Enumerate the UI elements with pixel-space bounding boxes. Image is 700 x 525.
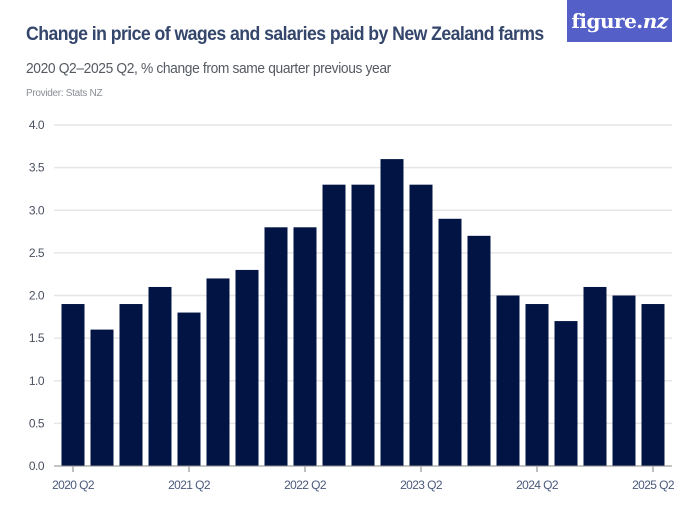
bar-2021-q2[interactable]: 2021 Q2: 1.8	[177, 312, 201, 466]
bar-2023-q3[interactable]: 2023 Q3: 2.9	[438, 218, 462, 466]
bar-2023-q2[interactable]: 2023 Q2: 3.3	[409, 184, 433, 467]
bar-2021-q3[interactable]: 2021 Q3: 2.2	[206, 278, 230, 466]
bar-2025-q2[interactable]: 2025 Q2: 1.9	[641, 304, 665, 466]
bar-2021-q1[interactable]: 2021 Q1: 2.1	[148, 286, 172, 466]
y-tick-label: 1.0	[29, 374, 45, 388]
y-tick-label: 0.5	[29, 416, 45, 430]
y-tick-label: 1.5	[29, 331, 45, 345]
logo-text: figure.	[571, 9, 643, 33]
bar-2023-q1[interactable]: 2023 Q1: 3.6	[380, 159, 404, 466]
bar-2024-q4[interactable]: 2024 Q4: 2.1	[583, 286, 607, 466]
x-tick-label: 2020 Q2	[52, 478, 95, 492]
bar-2023-q4[interactable]: 2023 Q4: 2.7	[467, 235, 491, 466]
bar-2024-q1[interactable]: 2024 Q1: 2	[496, 295, 520, 467]
bar-2022-q1[interactable]: 2022 Q1: 2.8	[264, 227, 288, 466]
y-axis-ticks: 0.0 0.5 1.0 1.5 2.0 2.5 3.0 3.5 4.0	[29, 118, 46, 473]
x-tick-label: 2023 Q2	[400, 478, 443, 492]
bars: 2020 Q2: 1.92020 Q3: 1.62020 Q4: 1.92021…	[61, 159, 665, 467]
y-tick-label: 0.0	[29, 459, 45, 473]
bar-2021-q4[interactable]: 2021 Q4: 2.3	[235, 269, 259, 466]
y-tick-label: 2.5	[29, 246, 45, 260]
bar-2022-q3[interactable]: 2022 Q3: 3.3	[322, 184, 346, 467]
data-provider: Provider: Stats NZ	[26, 88, 103, 99]
chart-subtitle: 2020 Q2–2025 Q2, % change from same quar…	[26, 60, 391, 77]
bar-2020-q3[interactable]: 2020 Q3: 1.6	[90, 329, 114, 466]
bar-2024-q3[interactable]: 2024 Q3: 1.7	[554, 321, 578, 466]
x-tick-label: 2021 Q2	[168, 478, 211, 492]
x-tick-label: 2025 Q2	[632, 478, 675, 492]
bar-2022-q4[interactable]: 2022 Q4: 3.3	[351, 184, 375, 467]
y-tick-label: 3.5	[29, 161, 45, 175]
bar-2022-q2[interactable]: 2022 Q2: 2.8	[293, 227, 317, 466]
logo-suffix: nz	[642, 9, 668, 33]
chart-title: Change in price of wages and salaries pa…	[26, 24, 544, 45]
y-tick-label: 3.0	[29, 203, 45, 217]
bar-2025-q1[interactable]: 2025 Q1: 2	[612, 295, 636, 467]
x-tick-label: 2022 Q2	[284, 478, 327, 492]
bar-2024-q2[interactable]: 2024 Q2: 1.9	[525, 304, 549, 466]
y-tick-label: 4.0	[29, 118, 45, 132]
figure-nz-logo[interactable]: figure. nz	[567, 0, 672, 42]
bar-2020-q4[interactable]: 2020 Q4: 1.9	[119, 304, 143, 466]
y-tick-label: 2.0	[29, 289, 45, 303]
x-tick-label: 2024 Q2	[516, 478, 559, 492]
x-axis: 2020 Q2 2021 Q2 2022 Q2 2023 Q2 2024 Q2 2025 …	[52, 465, 675, 492]
bar-2020-q2[interactable]: 2020 Q2: 1.9	[61, 304, 85, 466]
